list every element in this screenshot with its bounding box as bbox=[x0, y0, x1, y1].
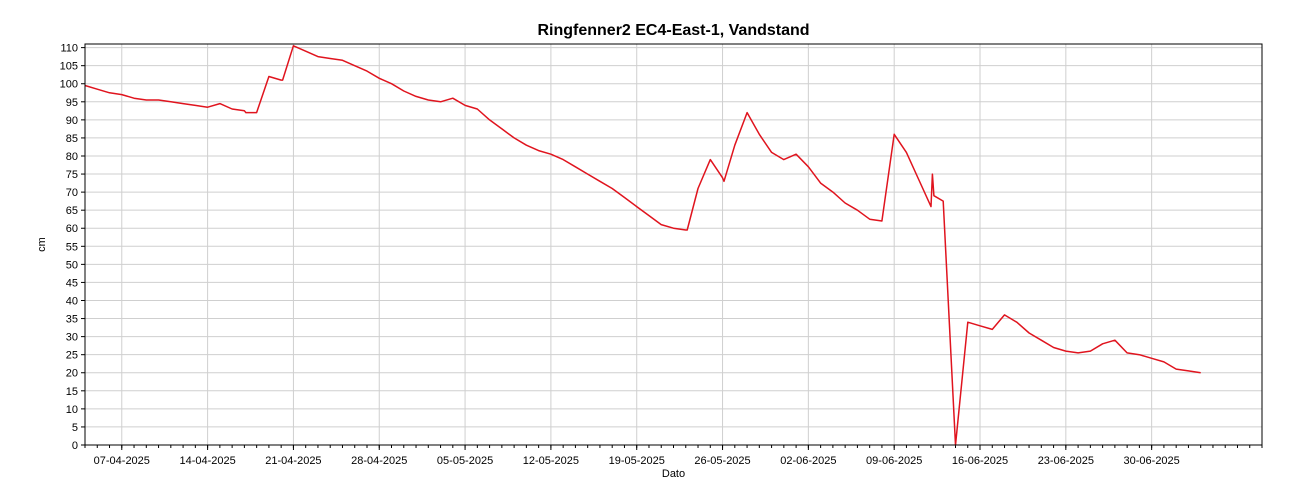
y-tick-label: 80 bbox=[66, 151, 78, 163]
y-tick-label: 0 bbox=[72, 440, 78, 452]
y-tick-label: 55 bbox=[66, 241, 78, 253]
y-axis-label: cm bbox=[36, 237, 48, 252]
y-axis-ticks: 0 5 10 15 20 25 30 35 40 45 50 55 60 65 70 75 80 85 90 95 10… bbox=[60, 43, 85, 452]
x-tick-label: 16-06-2025 bbox=[952, 455, 1008, 467]
x-tick-label: 07-04-2025 bbox=[94, 455, 150, 467]
x-tick-label: 23-06-2025 bbox=[1038, 455, 1094, 467]
grid bbox=[85, 44, 1262, 445]
y-tick-label: 5 bbox=[72, 422, 78, 434]
series-layer bbox=[84, 45, 1201, 446]
y-tick-label: 85 bbox=[66, 133, 78, 145]
y-tick-label: 10 bbox=[66, 404, 78, 416]
x-tick-label: 05-05-2025 bbox=[437, 455, 493, 467]
y-tick-label: 20 bbox=[66, 368, 78, 380]
x-tick-label: 26-05-2025 bbox=[694, 455, 750, 467]
x-tick-label: 14-04-2025 bbox=[179, 455, 235, 467]
plot-frame bbox=[84, 43, 1263, 446]
y-tick-label: 105 bbox=[60, 61, 78, 73]
y-tick-label: 60 bbox=[66, 223, 78, 235]
chart-title: Ringfenner2 EC4-East-1, Vandstand bbox=[537, 22, 809, 39]
y-tick-label: 90 bbox=[66, 115, 78, 127]
y-tick-label: 50 bbox=[66, 259, 78, 271]
y-tick-label: 15 bbox=[66, 386, 78, 398]
x-tick-label: 12-05-2025 bbox=[523, 455, 579, 467]
x-axis-ticks: 07-04-2025 14-04-2025 21-04-2025 28-04-2025… bbox=[84, 445, 1263, 467]
x-tick-label: 02-06-2025 bbox=[780, 455, 836, 467]
x-tick-label: 30-06-2025 bbox=[1124, 455, 1180, 467]
x-axis-label: Dato bbox=[662, 468, 685, 480]
y-tick-label: 110 bbox=[60, 43, 78, 55]
y-tick-label: 30 bbox=[66, 332, 78, 344]
y-tick-label: 25 bbox=[66, 350, 78, 362]
y-tick-label: 75 bbox=[66, 169, 78, 181]
x-tick-label: 21-04-2025 bbox=[265, 455, 321, 467]
x-tick-label: 09-06-2025 bbox=[866, 455, 922, 467]
x-tick-label: 28-04-2025 bbox=[351, 455, 407, 467]
y-tick-label: 35 bbox=[66, 314, 78, 326]
y-tick-label: 45 bbox=[66, 277, 78, 289]
y-tick-label: 65 bbox=[66, 205, 78, 217]
y-tick-label: 95 bbox=[66, 97, 78, 109]
y-tick-label: 100 bbox=[60, 79, 78, 91]
y-tick-label: 70 bbox=[66, 187, 78, 199]
series-line bbox=[84, 45, 1201, 446]
x-tick-label: 19-05-2025 bbox=[609, 455, 665, 467]
y-tick-label: 40 bbox=[66, 295, 78, 307]
